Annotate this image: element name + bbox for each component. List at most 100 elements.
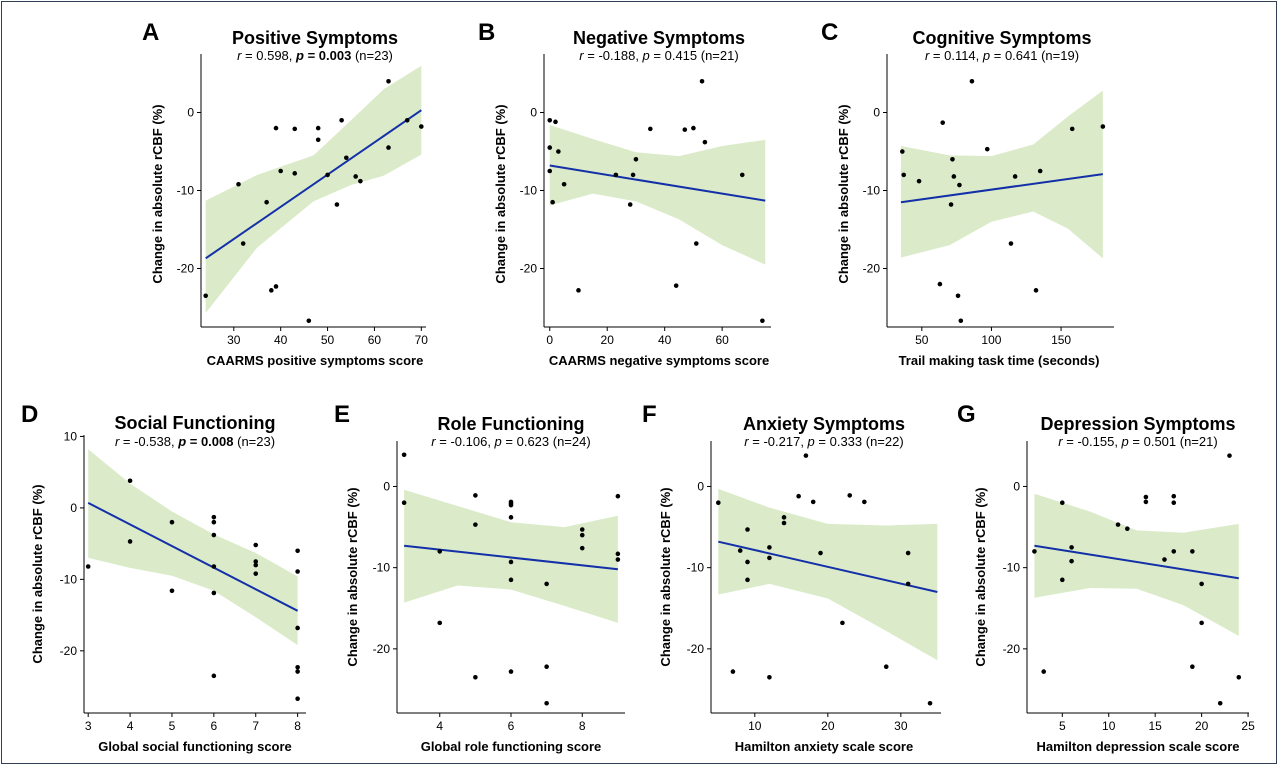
data-point [674,283,679,288]
data-point [949,202,954,207]
x-tick-label: 10 [748,719,762,733]
x-tick-label: 20 [821,719,835,733]
data-point [292,127,297,132]
data-point [269,288,274,293]
panel-title: Positive Symptoms [232,28,398,48]
data-point [952,174,957,179]
data-point [580,533,585,538]
y-tick-label: -10 [520,184,538,198]
y-tick-label: -10 [1003,561,1021,575]
data-point [700,79,705,84]
panel-stats: r = -0.155, p = 0.501 (n=21) [1058,434,1217,449]
x-tick-label: 60 [715,333,729,347]
data-point [1190,664,1195,669]
data-point [212,520,217,525]
data-point [264,200,269,205]
data-point [691,126,696,131]
data-point [767,675,772,680]
data-point [295,569,300,574]
x-axis-label: Hamilton depression scale score [1036,739,1239,754]
data-point [900,149,905,154]
stat-r-value: = -0.106, [436,434,495,449]
x-tick-label: 60 [368,333,382,347]
panel-e: 4 6 80-10-20E Role Functioningr = -0.106, p… [334,401,625,754]
x-tick-label: 30 [894,719,908,733]
y-tick-label: 0 [530,106,537,120]
x-tick-label: 25 [1241,719,1255,733]
data-point [358,179,363,184]
panel-title: Depression Symptoms [1040,414,1235,434]
data-point [212,591,217,596]
x-tick-label: 5 [169,719,176,733]
data-point [335,202,340,207]
data-point [316,138,321,143]
data-point [985,147,990,152]
data-point [1236,675,1241,680]
data-point [738,548,743,553]
data-point [253,543,258,548]
data-point [544,664,549,669]
y-axis-label: Change in absolute rCBF (%) [973,487,988,666]
x-tick-label: 0 [546,333,553,347]
stat-n: (n=22) [862,434,904,449]
data-point [402,453,407,458]
panel-letter: F [642,401,657,428]
stat-p-value: = 0.641 [990,48,1037,63]
data-point [767,556,772,561]
confidence-band [1034,494,1238,636]
data-point [344,155,349,160]
data-point [767,545,772,550]
y-tick-label: -20 [373,642,391,656]
data-point [544,582,549,587]
stat-p-value: = 0.333 [815,434,862,449]
x-axis-label: Global role functioning score [421,739,602,754]
data-point [1171,500,1176,505]
data-point [950,157,955,162]
data-point [473,493,478,498]
data-point [316,126,321,131]
data-point [128,539,133,544]
data-point [901,173,906,178]
data-point [295,548,300,553]
data-point [295,626,300,631]
data-point [862,500,867,505]
data-point [274,126,279,131]
data-point [614,173,619,178]
data-point [1101,124,1106,129]
stat-r-value: = -0.155, [1063,434,1122,449]
data-point [325,173,330,178]
x-tick-label: 4 [436,719,443,733]
stat-r-value: = -0.538, [119,434,178,449]
data-point [1218,701,1223,706]
data-point [1171,494,1176,499]
x-tick-label: 20 [1195,719,1209,733]
x-tick-label: 4 [127,719,134,733]
data-point [547,169,552,174]
data-point [170,588,175,593]
panel-letter: C [821,19,838,46]
data-point [547,118,552,123]
x-tick-label: 5 [1059,719,1066,733]
data-point [86,564,91,569]
data-point [386,79,391,84]
figure-canvas: 30 40 50 60 700-10-20A Positive Symptomsr = 0… [2,2,1278,765]
data-point [840,621,845,626]
data-point [212,564,217,569]
y-tick-label: -20 [520,262,538,276]
stat-p-symbol: p [642,48,650,63]
y-axis-label: Change in absolute rCBF (%) [493,104,508,283]
data-point [811,500,816,505]
stat-p-value: = 0.003 [304,48,351,63]
stat-p-value: = 0.415 [650,48,697,63]
y-tick-label: 10 [64,429,78,443]
x-tick-label: 50 [321,333,335,347]
data-point [562,182,567,187]
data-point [731,669,736,674]
x-tick-label: 15 [1149,719,1163,733]
data-point [547,145,552,150]
data-point [1041,669,1046,674]
data-point [940,120,945,125]
data-point [274,284,279,289]
